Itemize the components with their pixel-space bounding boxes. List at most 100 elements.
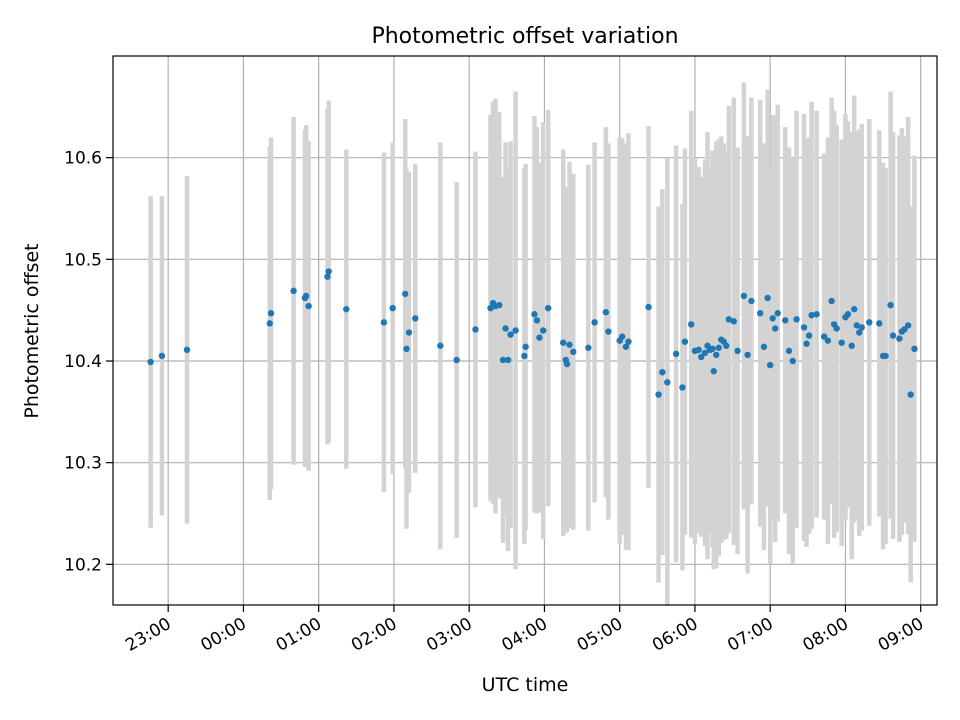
data-point [560, 339, 567, 346]
data-point [756, 310, 764, 317]
data-point [723, 342, 730, 349]
data-point [748, 297, 755, 305]
x-axis-label: UTC time [482, 674, 569, 696]
data-point [570, 348, 577, 356]
data-point [709, 345, 716, 352]
data-point [848, 342, 855, 349]
data-point [851, 305, 858, 313]
data-point [858, 324, 865, 331]
data-point [734, 347, 741, 355]
data-point [889, 332, 897, 339]
data-point [405, 329, 413, 336]
data-point [664, 379, 671, 386]
data-point [183, 346, 191, 354]
data-point [760, 343, 768, 350]
data-point [887, 301, 894, 309]
data-point [820, 333, 828, 340]
data-point [701, 349, 709, 357]
data-point [472, 326, 479, 333]
data-point [487, 304, 494, 312]
data-point [813, 311, 820, 318]
data-point [389, 304, 396, 312]
data-point [539, 327, 547, 334]
data-point [302, 292, 310, 300]
data-point [502, 325, 509, 332]
data-point [402, 290, 409, 298]
y-tick-label: 10.4 [64, 352, 102, 372]
data-point [602, 309, 610, 316]
data-point [828, 297, 835, 305]
chart-title: Photometric offset variation [371, 24, 678, 49]
data-point [645, 303, 652, 311]
data-point [695, 346, 702, 354]
data-point [744, 351, 751, 359]
data-point [453, 356, 460, 364]
data-point [766, 361, 774, 369]
data-point [507, 331, 514, 338]
data-point [715, 344, 722, 351]
data-point [764, 294, 771, 302]
data-point [605, 328, 612, 335]
data-point [522, 343, 529, 350]
data-points [147, 268, 918, 398]
data-point [521, 352, 528, 360]
data-point [545, 304, 552, 312]
data-point [496, 301, 503, 309]
data-point [659, 368, 666, 376]
y-axis-ticks: 10.2 10.3 10.4 10.5 10.6 [64, 149, 113, 575]
data-point [266, 320, 273, 327]
data-point [853, 322, 860, 329]
data-point [591, 319, 598, 326]
data-point [687, 321, 695, 328]
y-tick-label: 10.3 [64, 454, 102, 474]
data-point [824, 337, 832, 344]
data-point [838, 339, 845, 346]
y-tick-label: 10.6 [64, 149, 102, 169]
data-point [403, 345, 410, 352]
data-point [625, 338, 632, 345]
data-point [901, 326, 908, 333]
data-point [585, 344, 592, 351]
data-point [785, 347, 793, 355]
data-point [833, 325, 840, 332]
data-point [896, 335, 903, 342]
data-point [536, 334, 543, 341]
data-point [803, 340, 810, 347]
data-point [774, 310, 781, 317]
data-point [672, 350, 680, 358]
data-point [876, 320, 883, 327]
data-point [710, 367, 717, 375]
plot-area-frame [112, 55, 938, 606]
data-point [856, 329, 863, 336]
data-point [782, 317, 789, 324]
data-point [725, 316, 733, 323]
data-point [808, 312, 815, 319]
data-point [907, 391, 914, 398]
data-point [158, 352, 166, 360]
data-point [290, 287, 297, 295]
data-point [499, 356, 507, 364]
data-point [698, 353, 705, 361]
data-point [655, 391, 662, 398]
data-point [533, 317, 541, 324]
y-tick-label: 10.5 [64, 250, 102, 270]
data-point [566, 341, 573, 348]
data-point [147, 358, 154, 366]
data-point [844, 311, 852, 318]
data-point [343, 305, 350, 313]
data-point [531, 311, 538, 318]
data-point [911, 345, 918, 352]
data-point [563, 360, 571, 368]
y-tick-label: 10.2 [64, 555, 102, 575]
data-point [325, 268, 332, 275]
data-point [805, 332, 813, 339]
data-point [866, 319, 873, 326]
data-point [679, 384, 686, 391]
data-point [882, 352, 889, 360]
data-point [618, 333, 626, 340]
data-point [412, 315, 419, 322]
data-point [772, 325, 779, 332]
data-point [713, 351, 720, 359]
data-point [380, 319, 388, 326]
